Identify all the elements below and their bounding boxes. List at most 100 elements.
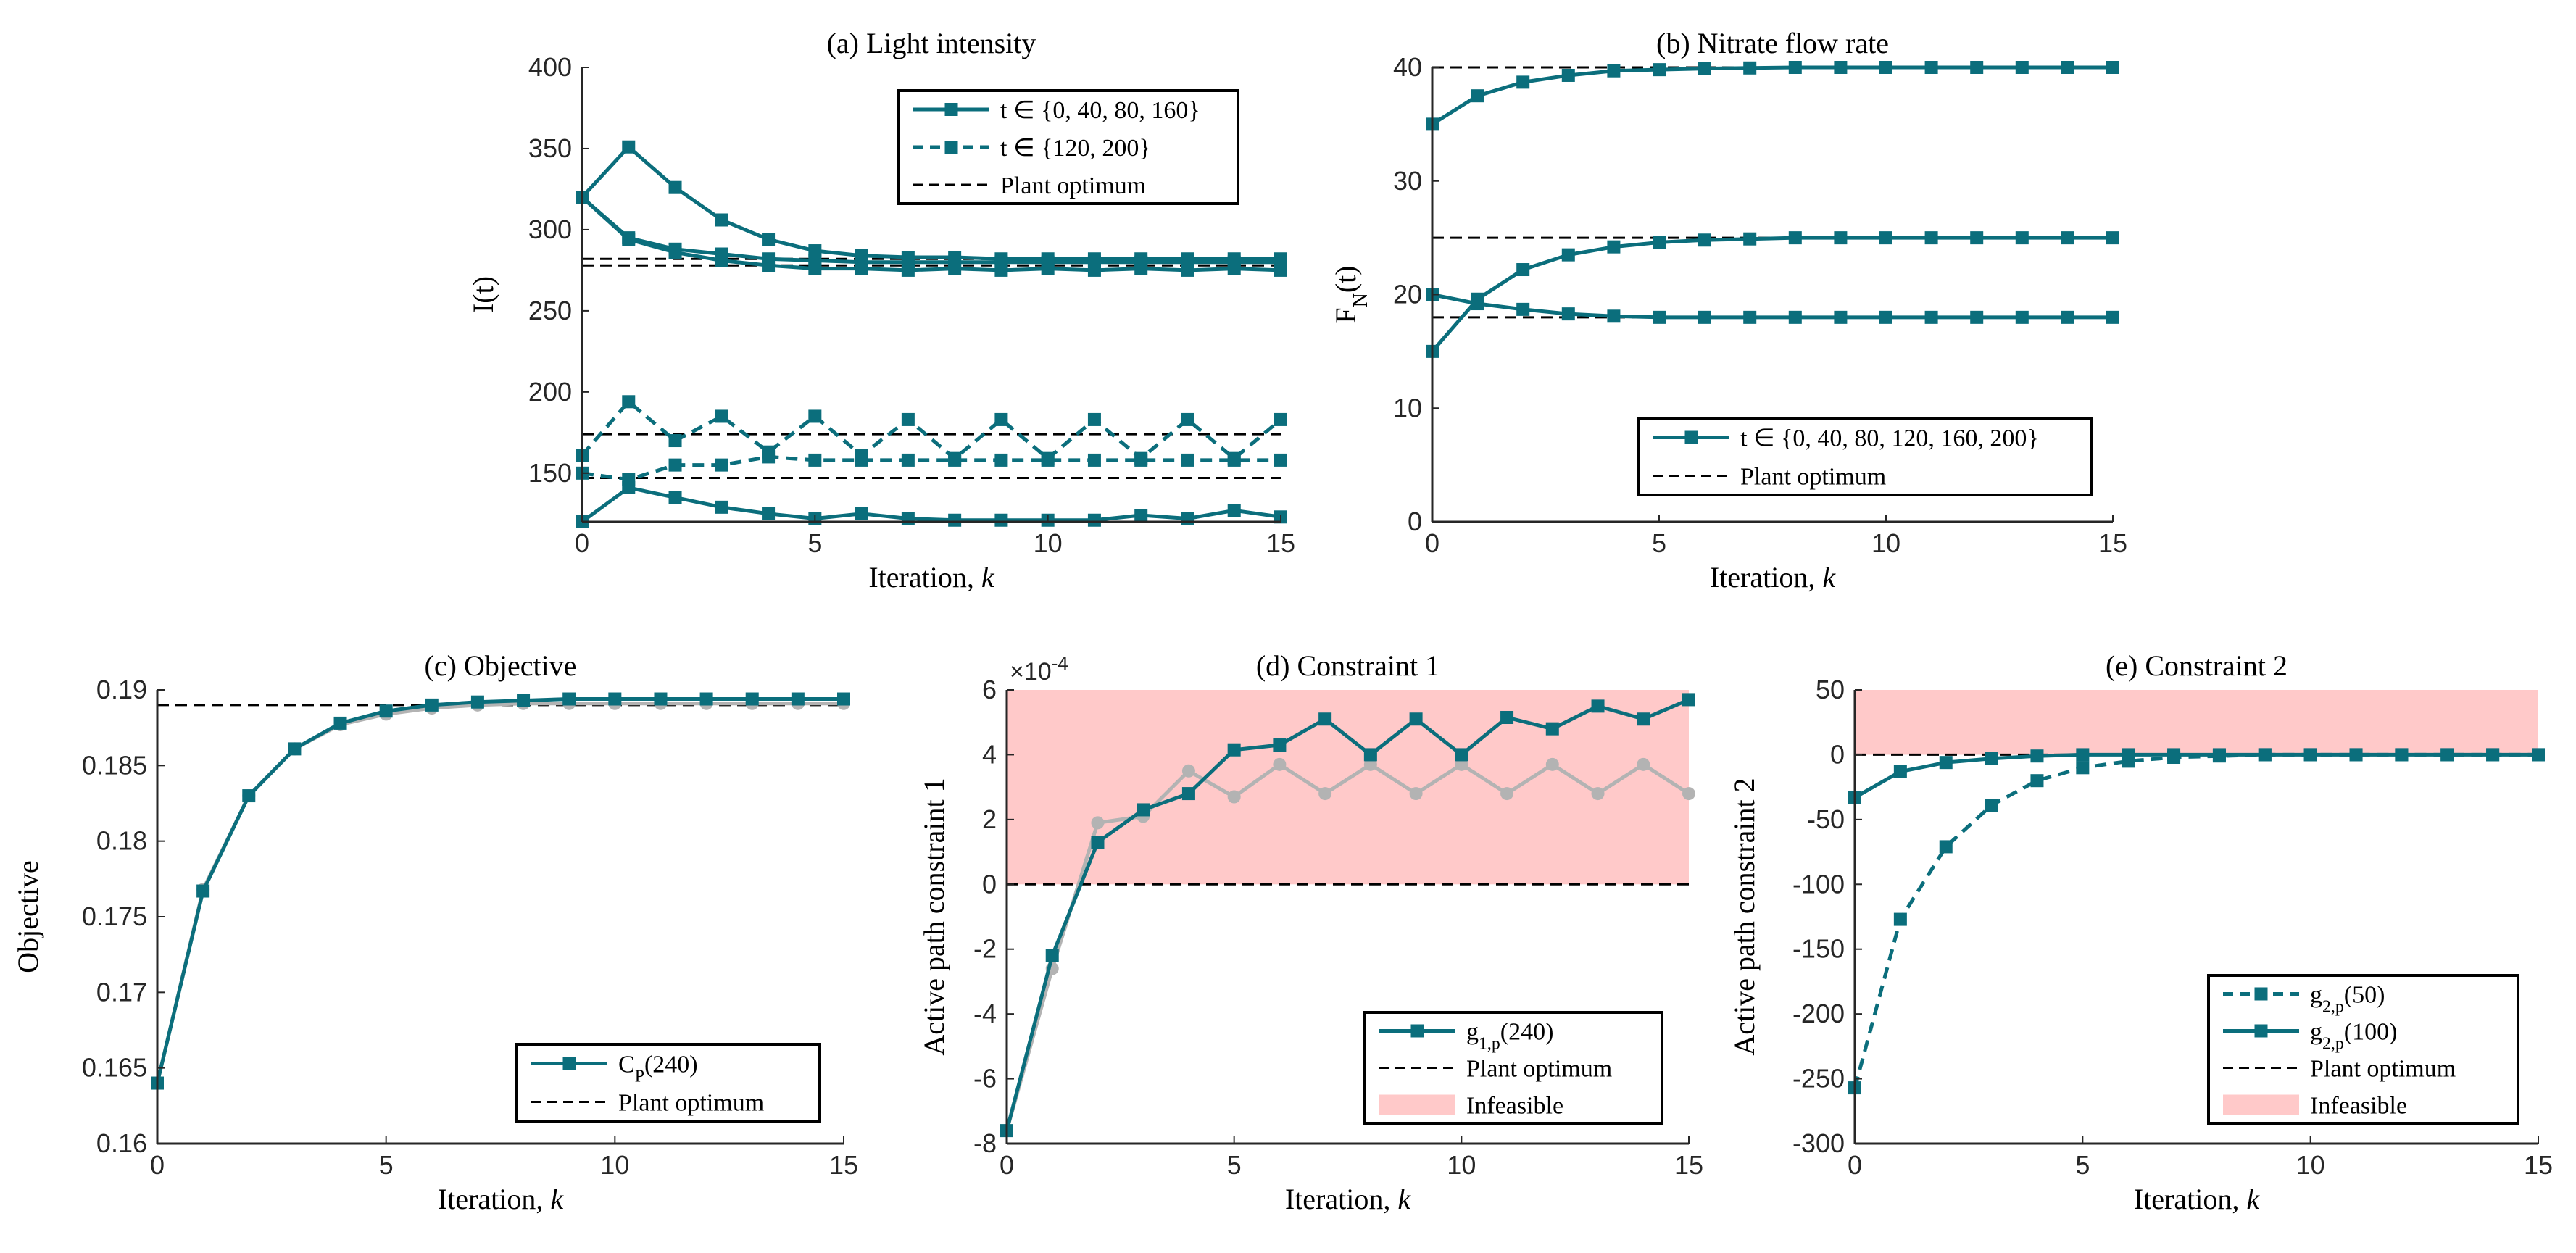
- data-point: [196, 884, 210, 898]
- data-point: [1834, 231, 1848, 245]
- data-point: [1227, 790, 1241, 804]
- x-tick-label: 15: [2098, 528, 2127, 558]
- data-point: [1970, 231, 1984, 245]
- data-point: [1591, 787, 1605, 801]
- y-tick-label: 20: [1393, 280, 1422, 309]
- x-tick-label: 10: [1871, 528, 1900, 558]
- y-tick-label: -100: [1792, 869, 1845, 899]
- label-fragment: P: [635, 1067, 644, 1086]
- y-tick-label: 40: [1393, 52, 1422, 82]
- data-point: [1653, 63, 1666, 77]
- x-tick-label: 10: [1034, 528, 1063, 558]
- data-point: [2061, 61, 2074, 74]
- y-tick-label: 0: [982, 869, 997, 899]
- data-point: [1985, 799, 1998, 812]
- data-point: [668, 458, 682, 472]
- legend-label: t ∈ {0, 40, 80, 120, 160, 200}: [1740, 425, 2039, 452]
- label-fragment: g: [2310, 982, 2322, 1009]
- series-line: [581, 196, 1281, 265]
- y-tick-label: 0.185: [82, 750, 147, 780]
- data-point: [1879, 231, 1892, 245]
- data-point: [1924, 310, 1938, 324]
- legend-marker: [944, 141, 958, 154]
- data-point: [1924, 61, 1938, 74]
- series-line: [1431, 236, 2113, 353]
- label-fragment: t ∈ {0, 40, 80, 160}: [1000, 97, 1200, 124]
- legend-label: Plant optimum: [618, 1090, 764, 1117]
- chart-title: (d) Constraint 1: [1256, 649, 1439, 682]
- series-line: [581, 145, 1281, 261]
- data-point: [1318, 787, 1332, 801]
- infeasible-region: [1007, 690, 1689, 885]
- data-point: [1516, 302, 1530, 316]
- data-point: [1788, 231, 1802, 245]
- data-point: [654, 692, 668, 706]
- data-point: [715, 458, 728, 472]
- data-point: [1788, 61, 1802, 74]
- x-tick-label: 15: [1674, 1150, 1703, 1180]
- legend-label: CP(240): [618, 1052, 698, 1086]
- data-point: [901, 412, 915, 426]
- y-tick-label: 300: [528, 215, 572, 244]
- legend-marker: [1684, 430, 1698, 444]
- data-point: [855, 453, 868, 467]
- label-fragment: g: [2310, 1019, 2322, 1046]
- data-point: [1970, 61, 1984, 74]
- data-point: [1137, 803, 1150, 817]
- y-tick-label: 400: [528, 52, 572, 82]
- data-point: [715, 500, 728, 514]
- x-axis-label: Iteration, k: [1710, 561, 1837, 594]
- data-point: [1500, 787, 1514, 801]
- legend-label: t ∈ {0, 40, 80, 160}: [1000, 97, 1200, 124]
- data-point: [1682, 693, 1695, 707]
- label-fragment: t ∈ {0, 40, 80, 120, 160, 200}: [1740, 425, 2039, 452]
- data-point: [2076, 761, 2090, 775]
- data-point: [994, 263, 1008, 277]
- legend-box: [1637, 417, 2093, 496]
- data-point: [2349, 748, 2363, 762]
- y-tick-label: 250: [528, 296, 572, 325]
- x-tick-label: 15: [1266, 528, 1295, 558]
- legend-infeasible-swatch: [1379, 1094, 1455, 1115]
- data-point: [1653, 236, 1666, 249]
- data-point: [1318, 712, 1332, 726]
- legend-marker: [944, 103, 958, 116]
- data-point: [1181, 764, 1195, 778]
- y-tick-label: 0: [1408, 507, 1422, 536]
- series-line: [1431, 65, 2113, 126]
- data-point: [2258, 748, 2272, 762]
- x-tick-label: 5: [1652, 528, 1666, 558]
- data-point: [1273, 738, 1287, 752]
- data-point: [2061, 231, 2074, 245]
- y-axis-label: Active path constraint 1: [918, 778, 950, 1055]
- chart-title: (c) Objective: [425, 649, 577, 682]
- data-point: [762, 259, 776, 272]
- data-point: [622, 140, 636, 154]
- data-point: [1274, 453, 1287, 467]
- label-fragment: (100): [2344, 1019, 2398, 1046]
- label-fragment: (240): [1500, 1019, 1554, 1046]
- data-point: [1561, 68, 1575, 82]
- label-fragment: Plant optimum: [2310, 1056, 2456, 1083]
- data-point: [1682, 787, 1695, 801]
- data-point: [1134, 262, 1148, 275]
- data-point: [1087, 412, 1101, 426]
- data-point: [1879, 310, 1892, 324]
- x-axis-variable: k: [1397, 1183, 1411, 1215]
- data-point: [1471, 297, 1484, 311]
- data-point: [562, 692, 576, 706]
- series-line: [581, 486, 1281, 524]
- series-line: [1432, 293, 2113, 320]
- panel-b: 0 5 10 15 0 10 20 30 40 (b) Nitrate flow rate Iter…: [1329, 27, 2127, 594]
- y-scale-exponent: -4: [1052, 652, 1068, 674]
- data-point: [901, 453, 915, 467]
- data-point: [791, 692, 805, 706]
- y-tick-label: -300: [1792, 1128, 1845, 1158]
- series-line: [581, 196, 1281, 272]
- y-tick-label: -8: [973, 1128, 997, 1158]
- data-point: [1041, 262, 1055, 275]
- data-point: [994, 412, 1008, 426]
- label-fragment: F: [1329, 307, 1362, 323]
- data-point: [837, 692, 850, 706]
- data-point: [994, 453, 1008, 467]
